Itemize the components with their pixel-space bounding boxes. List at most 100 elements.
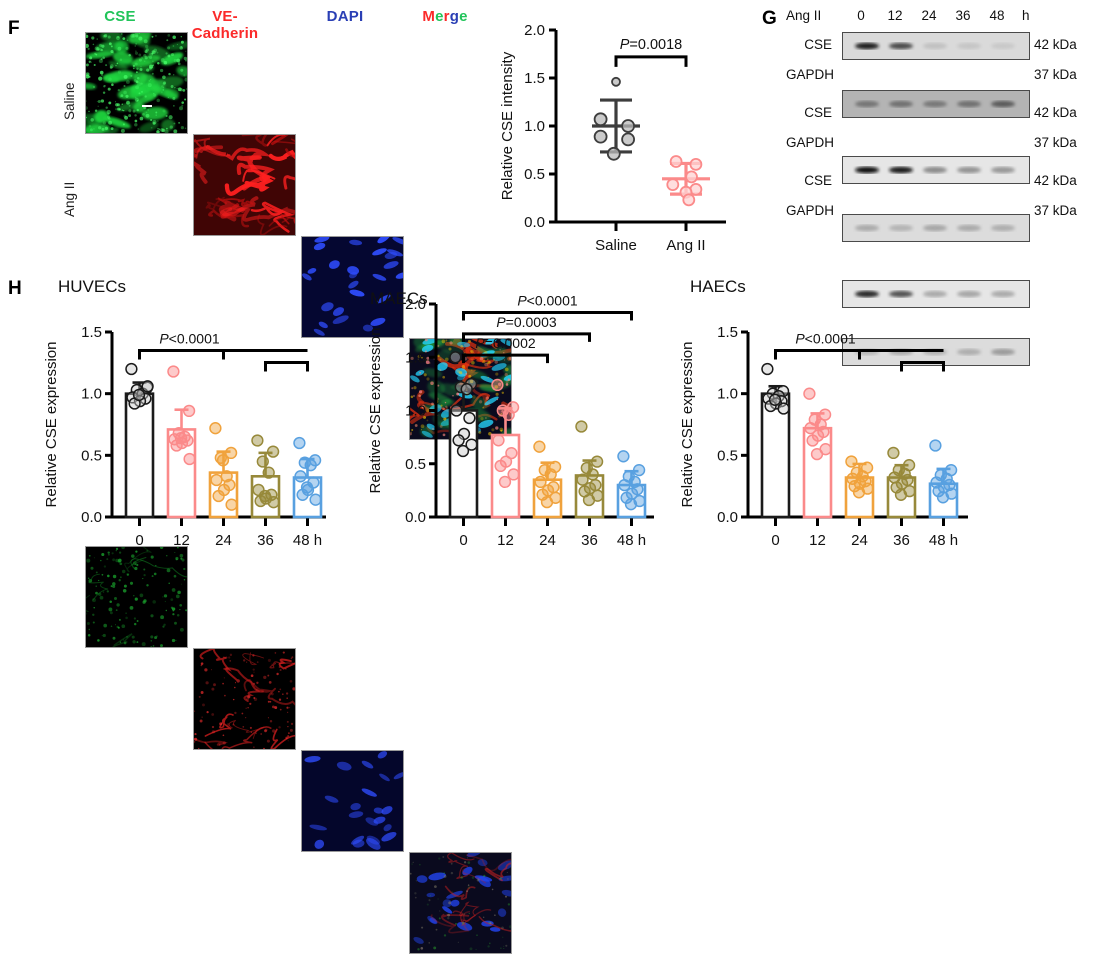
blot-timepoint-36: 36: [955, 8, 971, 23]
merge-letter-4: e: [459, 8, 468, 25]
micro-image-saline-dapi: [301, 236, 404, 338]
panel-letter-f: F: [8, 18, 20, 39]
x-tick-label: 24: [539, 532, 556, 549]
blot-treatment-label: Ang II: [786, 8, 822, 23]
data-point: [132, 388, 146, 402]
data-point: [806, 434, 819, 447]
blot-protein-label-gapdh: GAPDH: [786, 67, 835, 82]
y-axis-label: Relative CSE intensity: [499, 51, 516, 200]
channel-header-ve-cadherin: VE-Cadherin: [191, 8, 259, 42]
micro-image-saline-cse: [85, 32, 188, 134]
blot-lane-row-huvecs-gapdh: [842, 90, 1030, 118]
data-point: [852, 486, 866, 499]
data-point: [125, 362, 138, 376]
data-point: [685, 170, 698, 184]
data-point: [848, 480, 861, 493]
data-point: [534, 475, 547, 489]
data-point: [669, 155, 683, 168]
data-point: [544, 468, 557, 481]
data-point: [452, 434, 465, 447]
p-value-annotation: P=0.0003: [496, 314, 557, 330]
p-value-annotation: P<0.0001: [517, 293, 578, 309]
data-point: [293, 436, 306, 450]
chart-title: HUVECs: [58, 277, 126, 296]
data-point: [764, 399, 777, 413]
data-point: [575, 420, 588, 433]
data-point: [804, 422, 817, 435]
data-point: [141, 380, 154, 393]
micro-image-ang-ii-dapi: [301, 750, 404, 852]
blot-lane-row-maecs-cse: [842, 156, 1030, 184]
microscopy-row-label-angii: Ang II: [62, 181, 77, 217]
blot-protein-label-gapdh: GAPDH: [786, 135, 835, 150]
channel-header-dapi: DAPI: [326, 8, 364, 25]
data-point: [632, 463, 646, 477]
y-tick-label: 0.0: [81, 509, 102, 526]
data-point: [460, 383, 473, 396]
blot-protein-label-gapdh: GAPDH: [786, 203, 835, 218]
x-tick-label: 0: [135, 532, 143, 549]
data-point: [624, 498, 638, 511]
data-point: [251, 434, 264, 447]
data-point: [494, 459, 507, 473]
chart-title: HAECs: [690, 277, 746, 296]
x-tick-label: 24: [851, 532, 868, 549]
panel-letter-h: H: [8, 278, 22, 299]
data-point: [576, 473, 589, 486]
y-tick-label: 0.5: [81, 447, 102, 464]
data-point: [224, 446, 238, 460]
chart-relative-cse-intensity: 0.0 0.5 1.0 1.5 2.0 Saline Ang II P=0.0018 Relat…: [498, 14, 748, 264]
data-point: [262, 466, 275, 479]
data-point: [845, 455, 858, 468]
blot-lane-row-haecs-cse: [842, 280, 1030, 308]
blot-mw-label: 42 kDa: [1034, 173, 1077, 188]
blot-time-unit: h: [1022, 8, 1030, 23]
y-tick-label: 1.0: [717, 386, 738, 403]
blot-mw-label: 42 kDa: [1034, 37, 1077, 52]
data-point: [936, 491, 950, 504]
x-tick-label: 36: [581, 532, 598, 549]
data-point: [507, 468, 520, 481]
blot-lane-row-maecs-gapdh: [842, 214, 1030, 242]
y-tick-label: 0.5: [405, 456, 426, 473]
data-point: [540, 495, 554, 509]
x-tick-label: 0: [459, 532, 467, 549]
chart-haecs: HAECs 0.0 0.5 1.0 1.5 0 12 24 36 48 h P<0.0001 Rela…: [676, 272, 976, 562]
channel-header-merge: Merge: [405, 8, 485, 25]
y-tick-label: 0.0: [717, 509, 738, 526]
data-point: [621, 119, 636, 133]
blot-mw-label: 37 kDa: [1034, 135, 1077, 150]
data-point: [618, 478, 631, 492]
data-point: [267, 496, 280, 509]
micro-image-ang-ii-merge: [409, 852, 512, 954]
micro-image-saline-ve-cadherin: [193, 134, 296, 236]
x-tick-label: 36: [257, 532, 274, 549]
data-point: [294, 470, 307, 483]
data-point: [300, 481, 314, 494]
data-point: [449, 351, 462, 364]
data-point: [803, 387, 816, 400]
data-point: [465, 438, 478, 451]
blot-protein-label-cse: CSE: [804, 173, 832, 188]
y-tick-label: 0.0: [524, 214, 545, 231]
microscopy-row-label-saline: Saline: [62, 82, 77, 120]
blot-protein-label-cse: CSE: [804, 37, 832, 52]
data-point: [682, 193, 696, 207]
p-value-annotation: P<0.0001: [795, 331, 856, 347]
y-tick-label: 0.5: [524, 166, 545, 183]
x-tick-label: 24: [215, 532, 232, 549]
data-point: [593, 112, 608, 127]
x-tick-label: Saline: [595, 237, 637, 254]
x-tick-label: 36: [893, 532, 910, 549]
scale-bar: [142, 105, 152, 107]
data-point: [491, 378, 504, 392]
data-point: [463, 411, 476, 425]
data-point: [593, 129, 608, 144]
chart-huvecs: HUVECs 0.0 0.5 1.0 1.5 0 12 24 36 48 h P<0.0001 Rel…: [34, 272, 334, 562]
y-tick-label: 1.0: [405, 403, 426, 420]
data-point: [887, 446, 900, 460]
y-tick-label: 1.5: [81, 324, 102, 341]
blot-lane-row-huvecs-cse: [842, 32, 1030, 60]
merge-letter-0: M: [422, 8, 436, 25]
data-point: [929, 439, 942, 452]
